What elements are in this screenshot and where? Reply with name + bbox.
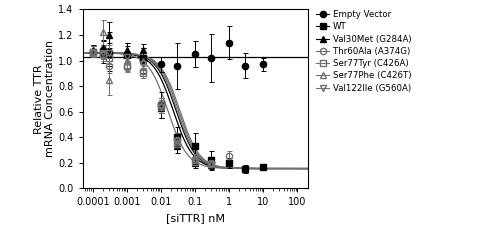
Y-axis label: Relative TTR
mRNA Concentration: Relative TTR mRNA Concentration [34,40,56,157]
X-axis label: [siTTR] nM: [siTTR] nM [166,213,224,223]
Legend: Empty Vector, WT, Val30Met (G284A), Thr60Ala (A374G), Ser77Tyr (C426A), Ser77Phe: Empty Vector, WT, Val30Met (G284A), Thr6… [316,10,412,93]
